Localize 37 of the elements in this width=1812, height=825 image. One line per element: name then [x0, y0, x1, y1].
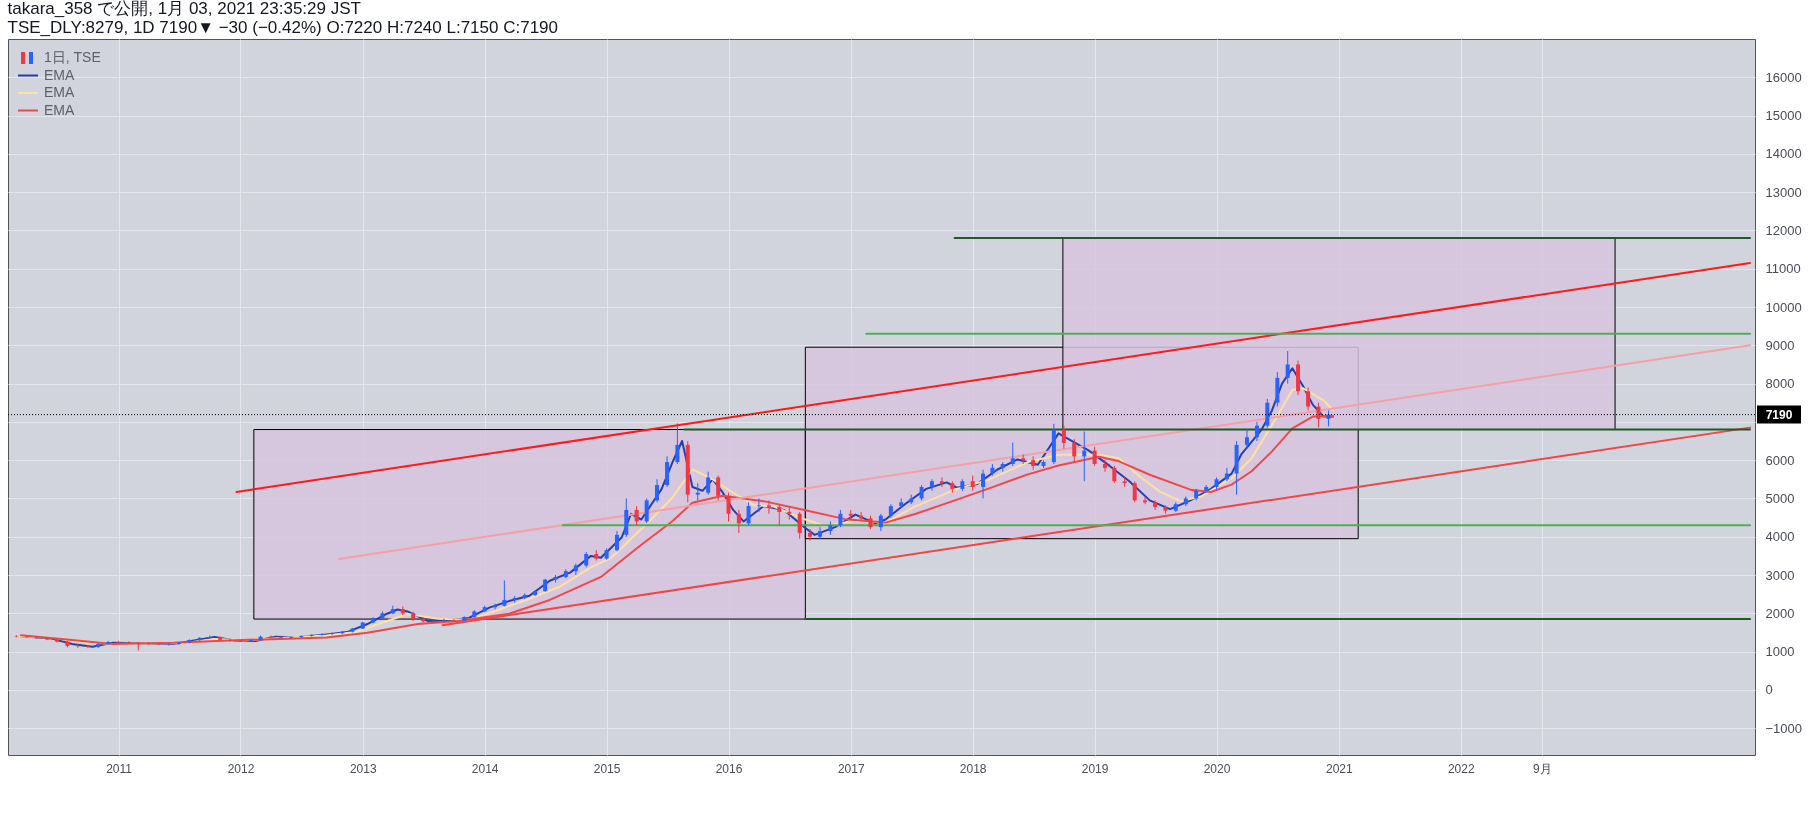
y-tick-label: 13000	[1765, 184, 1802, 200]
y-tick-label: 6000	[1765, 452, 1795, 468]
y-tick-label: 8000	[1765, 376, 1795, 392]
y-tick-label: 0	[1765, 682, 1773, 698]
y-tick-label: 4000	[1765, 529, 1795, 545]
y-tick-label: −1000	[1765, 720, 1803, 736]
y-tick-label: 16000	[1765, 69, 1802, 85]
y-tick-label: 2000	[1765, 605, 1795, 621]
x-tick-label: 9月	[1533, 761, 1552, 776]
x-tick-label: 2018	[959, 761, 987, 776]
y-tick-label: 5000	[1765, 490, 1795, 506]
x-tick-label: 2013	[349, 761, 377, 776]
y-tick-label: 3000	[1765, 567, 1795, 583]
x-tick-label: 2019	[1081, 761, 1109, 776]
legend-label: EMA	[44, 101, 75, 118]
x-tick-label: 2012	[227, 761, 255, 776]
x-tick-label: 2022	[1447, 761, 1475, 776]
x-tick-label: 2011	[106, 761, 133, 776]
y-tick-label: 14000	[1765, 146, 1802, 162]
chart-title: takara_358 で公開, 1月 03, 2021 23:35:29 JST	[7, 0, 361, 18]
x-tick-label: 2020	[1203, 761, 1231, 776]
x-tick-label: 2021	[1325, 761, 1353, 776]
legend-label: 1日, TSE	[44, 49, 101, 65]
x-tick-label: 2014	[471, 761, 499, 776]
y-tick-label: 9000	[1765, 337, 1795, 353]
x-tick-label: 2017	[837, 761, 865, 776]
y-tick-label: 15000	[1765, 108, 1802, 124]
legend-label: EMA	[44, 66, 75, 83]
y-tick-label: 10000	[1765, 299, 1802, 315]
y-tick-label: 11000	[1765, 261, 1801, 277]
y-tick-label: 1000	[1765, 644, 1795, 660]
chart-subtitle: TSE_DLY:8279, 1D 7190▼ −30 (−0.42%) O:7220 H:7240 L:7150 C:7190	[7, 18, 558, 37]
legend-label: EMA	[44, 84, 75, 100]
ref-line-label: 7190	[1765, 407, 1793, 422]
y-tick-label: 12000	[1765, 222, 1802, 238]
x-tick-label: 2016	[715, 761, 743, 776]
x-tick-label: 2015	[593, 761, 621, 776]
